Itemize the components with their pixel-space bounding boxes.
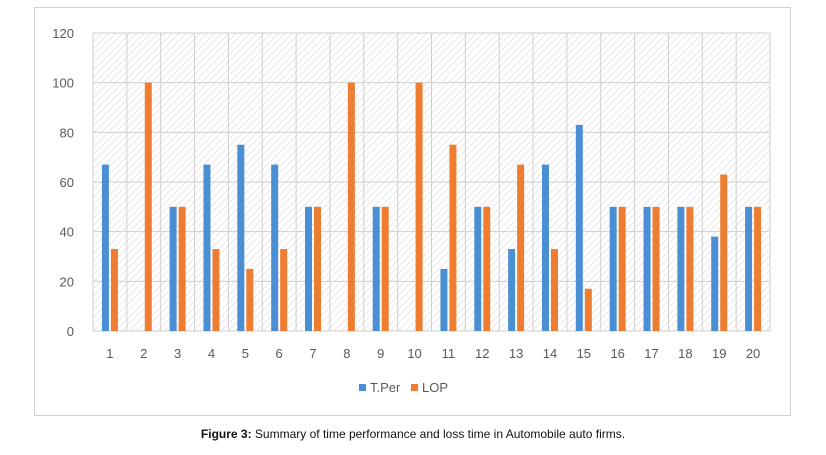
x-tick-label: 14 — [543, 346, 557, 361]
y-tick-label: 40 — [60, 225, 74, 240]
bar-tper-11 — [440, 268, 448, 331]
caption-text: Summary of time performance and loss tim… — [251, 427, 626, 441]
bars — [101, 82, 762, 332]
legend-label: T.Per — [370, 380, 401, 395]
x-tick-label: 17 — [644, 346, 658, 361]
x-tick-label: 20 — [746, 346, 760, 361]
bar-tper-17 — [643, 206, 651, 331]
bar-lop-17 — [652, 206, 660, 331]
x-tick-label: 15 — [577, 346, 591, 361]
bar-tper-4 — [203, 164, 211, 331]
bar-lop-13 — [517, 164, 525, 331]
x-tick-label: 5 — [242, 346, 249, 361]
bar-lop-6 — [280, 249, 288, 331]
bar-tper-3 — [169, 206, 177, 331]
bar-lop-10 — [415, 82, 423, 332]
bar-lop-7 — [314, 206, 322, 331]
bar-lop-20 — [754, 206, 762, 331]
bar-lop-16 — [618, 206, 626, 331]
bar-tper-9 — [372, 206, 380, 331]
bar-lop-12 — [483, 206, 491, 331]
y-tick-label: 100 — [52, 76, 74, 91]
bar-lop-19 — [720, 174, 728, 331]
bar-lop-14 — [550, 249, 558, 331]
bar-lop-9 — [381, 206, 389, 331]
figure-caption: Figure 3: Summary of time performance an… — [0, 427, 826, 441]
bar-lop-3 — [178, 206, 186, 331]
legend-swatch — [411, 384, 418, 391]
bar-tper-7 — [305, 206, 313, 331]
y-tick-label: 20 — [60, 274, 74, 289]
gridlines — [92, 32, 771, 332]
y-axis-ticks: 0 20 40 60 80 100 120 — [52, 26, 74, 339]
x-tick-label: 7 — [309, 346, 316, 361]
bar-lop-8 — [347, 82, 355, 332]
x-tick-label: 19 — [712, 346, 726, 361]
bar-lop-1 — [110, 249, 118, 331]
caption-label: Figure 3: — [200, 427, 252, 441]
legend: T.Per LOP — [359, 380, 448, 395]
bar-tper-20 — [745, 206, 753, 331]
x-tick-label: 9 — [377, 346, 384, 361]
x-tick-label: 3 — [174, 346, 181, 361]
x-tick-label: 1 — [106, 346, 113, 361]
bar-tper-14 — [541, 164, 549, 331]
bar-lop-11 — [449, 144, 457, 331]
bar-tper-15 — [575, 124, 583, 331]
bar-tper-13 — [508, 249, 516, 331]
x-tick-label: 4 — [208, 346, 215, 361]
y-tick-label: 80 — [60, 125, 74, 140]
x-axis-ticks: 1 2 3 4 5 6 7 8 9 10 11 12 13 14 15 16 17 18 19 20 — [106, 346, 760, 361]
bar-tper-5 — [237, 144, 245, 331]
bar-lop-5 — [246, 268, 254, 331]
legend-swatch — [359, 384, 366, 391]
bar-tper-19 — [711, 236, 719, 331]
x-tick-label: 16 — [610, 346, 624, 361]
x-tick-label: 11 — [442, 346, 456, 361]
x-tick-label: 8 — [343, 346, 350, 361]
bar-lop-4 — [212, 249, 220, 331]
x-tick-label: 12 — [475, 346, 489, 361]
bar-tper-16 — [609, 206, 617, 331]
x-tick-label: 6 — [276, 346, 283, 361]
bar-lop-18 — [686, 206, 694, 331]
bar-lop-15 — [584, 288, 592, 331]
bar-tper-6 — [271, 164, 279, 331]
x-tick-label: 2 — [140, 346, 147, 361]
bar-lop-2 — [144, 82, 152, 332]
legend-label: LOP — [422, 380, 448, 395]
x-tick-label: 10 — [407, 346, 421, 361]
y-tick-label: 60 — [60, 175, 74, 190]
x-tick-label: 13 — [509, 346, 523, 361]
y-tick-label: 0 — [67, 324, 74, 339]
bar-tper-18 — [677, 206, 685, 331]
y-tick-label: 120 — [52, 26, 74, 41]
bar-tper-1 — [101, 164, 109, 331]
bar-tper-12 — [474, 206, 482, 331]
x-tick-label: 18 — [678, 346, 692, 361]
